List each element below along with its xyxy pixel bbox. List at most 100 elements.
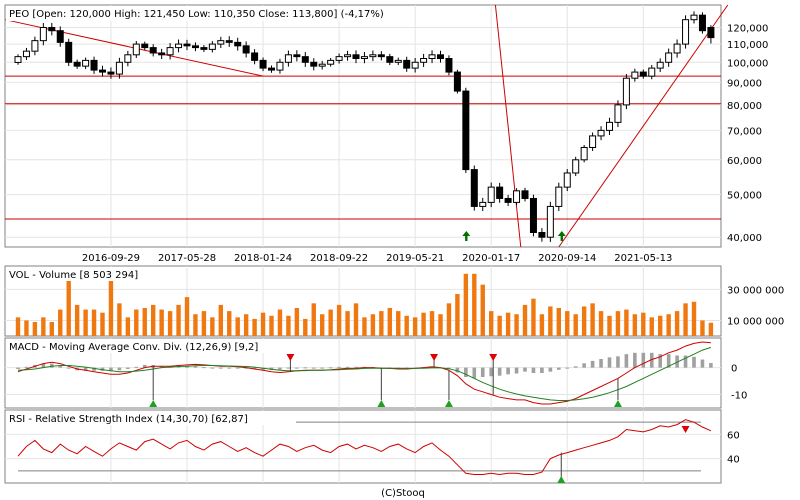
macd-histogram-bar [607, 357, 612, 368]
volume-bar [505, 312, 511, 336]
volume-bar [32, 322, 38, 336]
candle [639, 69, 647, 79]
volume-bar [91, 309, 97, 336]
sell-arrow-icon [430, 354, 439, 361]
candle [563, 169, 571, 192]
candle [39, 22, 47, 46]
macd-histogram-bar [590, 360, 595, 368]
buy-arrow-icon [149, 400, 158, 407]
candle [521, 187, 529, 202]
rsi-panel: RSI - Relative Strength Index (14,30,70)… [4, 409, 740, 484]
volume-bar [624, 309, 629, 336]
volume-bar [227, 311, 232, 336]
macd-histogram-bar [480, 367, 485, 378]
volume-bar [260, 312, 266, 336]
candle [115, 57, 123, 79]
volume-bar [243, 314, 249, 336]
date-x-tick-label: 2021-05-13 [614, 253, 672, 264]
volume-bar [184, 297, 190, 336]
candle [242, 41, 250, 58]
volume-bar [446, 303, 452, 336]
price-chart-title: PEO [Open: 120,000 High: 121,450 Low: 11… [9, 9, 384, 20]
candle [301, 52, 309, 67]
volume-bar [421, 312, 426, 336]
volume-bar [573, 314, 578, 336]
volume-bar [117, 303, 122, 336]
rsi-y-tick-labels: 60 40 [727, 430, 740, 465]
macd-histogram-bar [176, 366, 181, 368]
candle [453, 69, 461, 94]
macd-histogram-bar [633, 352, 637, 368]
date-x-tick-label: 2020-01-17 [462, 253, 520, 264]
macd-histogram-bar [354, 366, 358, 368]
candle [191, 42, 199, 52]
volume-bar [362, 317, 367, 336]
macd-histogram-bar [497, 367, 502, 376]
macd-histogram-bar [24, 366, 29, 368]
volume-panel: VOL - Volume [8 503 294] 30 000 000 10 00… [4, 265, 784, 337]
macd-histogram-bar [683, 355, 688, 368]
macd-histogram-bar [185, 366, 189, 368]
macd-histogram-bar [506, 367, 510, 375]
volume-bar [142, 308, 147, 336]
candle [175, 39, 183, 53]
price-panel: PEO [Open: 120,000 High: 121,450 Low: 11… [4, 4, 768, 264]
candle [597, 126, 605, 141]
rsi-signal-markers [557, 426, 690, 483]
candle [580, 144, 588, 163]
volume-bar [480, 284, 485, 336]
candle [335, 53, 343, 64]
macd-histogram-bar [41, 363, 46, 368]
candle [200, 45, 208, 52]
buy-arrow-icon [444, 400, 453, 407]
buy-arrow-icon [557, 476, 566, 483]
macd-histogram-bar [531, 367, 536, 373]
volume-bar [41, 317, 46, 336]
volume-bar [269, 315, 274, 336]
candle [445, 55, 453, 76]
date-x-tick-label: 2018-01-24 [234, 253, 292, 264]
price-y-tick-label: 120,000 [727, 23, 768, 34]
candle [344, 50, 352, 61]
volume-bar [311, 303, 316, 336]
candle [546, 201, 554, 242]
macd-histogram-bar [142, 364, 147, 368]
candle [513, 188, 521, 206]
sell-arrow-icon [286, 354, 295, 361]
macd-histogram-bar [455, 367, 460, 373]
date-x-tick-label: 2017-05-28 [158, 253, 216, 264]
candle [698, 12, 706, 34]
macd-histogram-bar [193, 366, 198, 368]
macd-histogram-bar [303, 367, 308, 369]
volume-bar [125, 317, 131, 336]
candle [132, 40, 140, 58]
volume-bar [159, 309, 164, 336]
volume-bar [108, 273, 114, 336]
candle [217, 36, 225, 49]
volume-bar [353, 303, 359, 336]
volume-bar [387, 308, 392, 336]
macd-histogram-bar [345, 366, 350, 368]
macd-histogram-bar [624, 354, 629, 368]
candle [158, 48, 166, 60]
candle [496, 182, 504, 203]
date-x-tick-label: 2018-09-22 [310, 253, 368, 264]
volume-bar [167, 311, 173, 336]
volume-bar [151, 304, 156, 336]
volume-bar [700, 320, 705, 336]
candle [690, 11, 698, 24]
macd-histogram-bar [295, 367, 299, 369]
candle [487, 182, 495, 208]
macd-histogram-bar [159, 366, 164, 368]
macd-histogram-bar [649, 352, 654, 368]
price-y-tick-labels: 120,000 110,000 100,000 90,000 80,000 70,000 6… [727, 23, 768, 244]
volume-bar [641, 312, 646, 336]
macd-histogram-bar [134, 366, 139, 368]
candle [327, 58, 335, 67]
volume-bar [328, 309, 333, 336]
rsi-y-tick-label: 60 [727, 430, 740, 441]
macd-histogram-bar [709, 363, 713, 368]
volume-bar [294, 308, 300, 336]
volume-bar [607, 315, 612, 336]
volume-bar [83, 309, 88, 336]
